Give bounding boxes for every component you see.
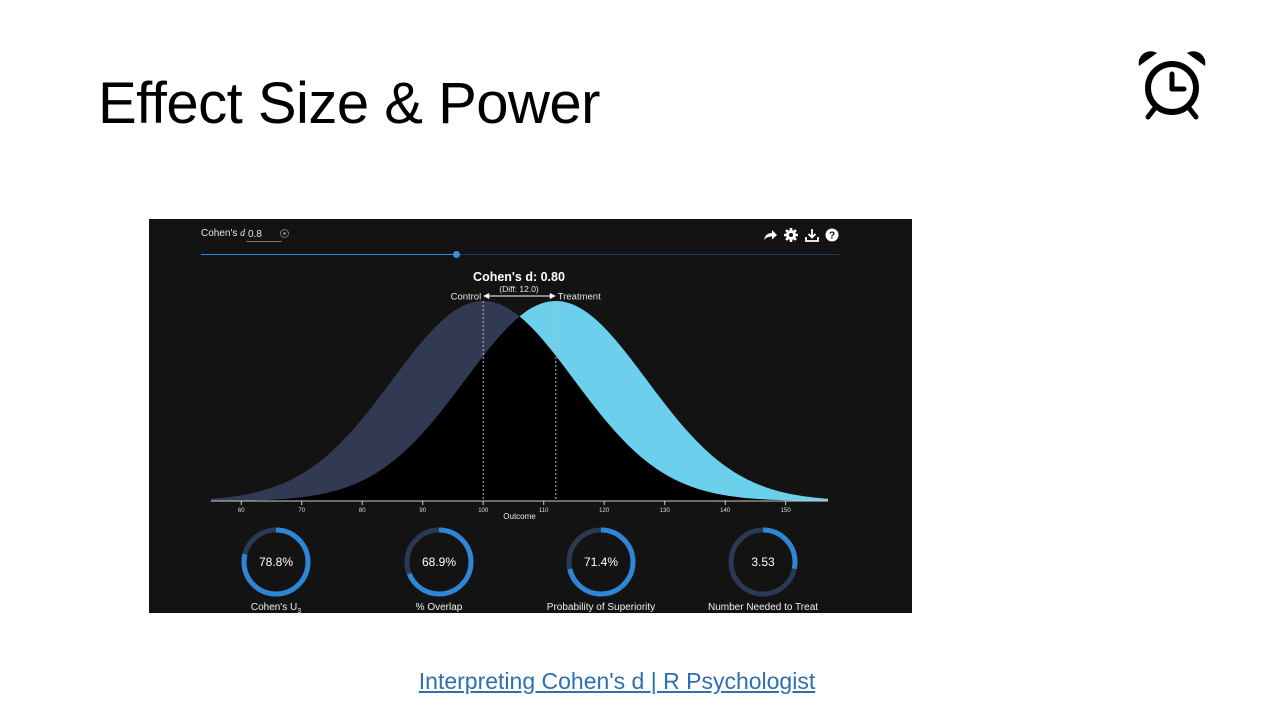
cohens-d-slider-track[interactable]	[201, 254, 839, 255]
control-label: Control	[451, 292, 482, 303]
download-icon[interactable]	[804, 227, 820, 243]
slide-title: Effect Size & Power	[98, 71, 601, 136]
cohens-d-input[interactable]	[246, 227, 282, 242]
cohens-d-visualization: Cohen's d ? 60 70 80 90 100 110 120 130 140 150 O…	[149, 219, 912, 613]
chart-title: Cohen's d: 0.80	[473, 270, 565, 284]
arrow-head-left	[483, 293, 490, 299]
arrow-head-right	[549, 293, 556, 299]
gauge-nnt: 3.53 Number Needed to Treat	[688, 524, 838, 613]
alarm-clock-icon	[1138, 51, 1206, 120]
cohens-d-label: Cohen's d	[201, 228, 246, 239]
x-tick-label: 70	[298, 508, 305, 514]
x-tick-label: 110	[539, 508, 549, 514]
gauge-ring: 78.8%	[241, 527, 311, 597]
settings-icon[interactable]	[783, 227, 799, 243]
gauge-value: 3.53	[751, 555, 775, 569]
source-link[interactable]: Interpreting Cohen's d | R Psychologist	[418, 668, 816, 694]
x-axis-label: Outcome	[503, 512, 536, 521]
gauge-label: Number Needed to Treat	[707, 602, 819, 613]
x-tick-label: 60	[238, 508, 245, 514]
svg-text:?: ?	[829, 231, 835, 242]
gauge-ring: 71.4%	[566, 527, 636, 597]
cohens-d-slider-fill	[201, 254, 457, 255]
gauge-cohens-u3: 78.8% Cohen's U3	[201, 524, 351, 613]
overlap-area	[211, 316, 828, 501]
gauge-ring: 3.53	[728, 527, 798, 597]
gauge-ring: 68.9%	[404, 527, 474, 597]
x-tick-label: 80	[359, 508, 366, 514]
reset-icon[interactable]	[280, 229, 289, 238]
gauge-value: 71.4%	[584, 555, 618, 569]
x-tick-label: 150	[781, 508, 792, 514]
gauge-label: % Overlap	[415, 602, 463, 613]
distribution-chart: 60 70 80 90 100 110 120 130 140 150 Outcome Cohen…	[211, 270, 828, 521]
x-tick-label: 140	[720, 508, 731, 514]
share-icon[interactable]	[762, 227, 778, 243]
gauge-value: 78.8%	[259, 555, 293, 569]
gauge-label: Probability of Superiority	[546, 602, 656, 613]
x-axis-ticks: 60 70 80 90 100 110 120 130 140 150	[238, 501, 791, 514]
gauge-probability-superiority: 71.4% Probability of Superiority	[526, 524, 676, 613]
gauge-value: 68.9%	[422, 555, 456, 569]
x-tick-label: 130	[660, 508, 671, 514]
cohens-d-slider-handle[interactable]	[452, 251, 460, 258]
gauge-overlap: 68.9% % Overlap	[364, 524, 514, 613]
treatment-label: Treatment	[558, 292, 601, 303]
help-icon[interactable]: ?	[824, 227, 840, 243]
x-tick-label: 100	[478, 508, 489, 514]
x-tick-label: 120	[599, 508, 610, 514]
gauge-label: Cohen's U3	[250, 602, 302, 613]
chart-subtitle: (Diff: 12.0)	[499, 284, 539, 294]
x-tick-label: 90	[419, 508, 426, 514]
